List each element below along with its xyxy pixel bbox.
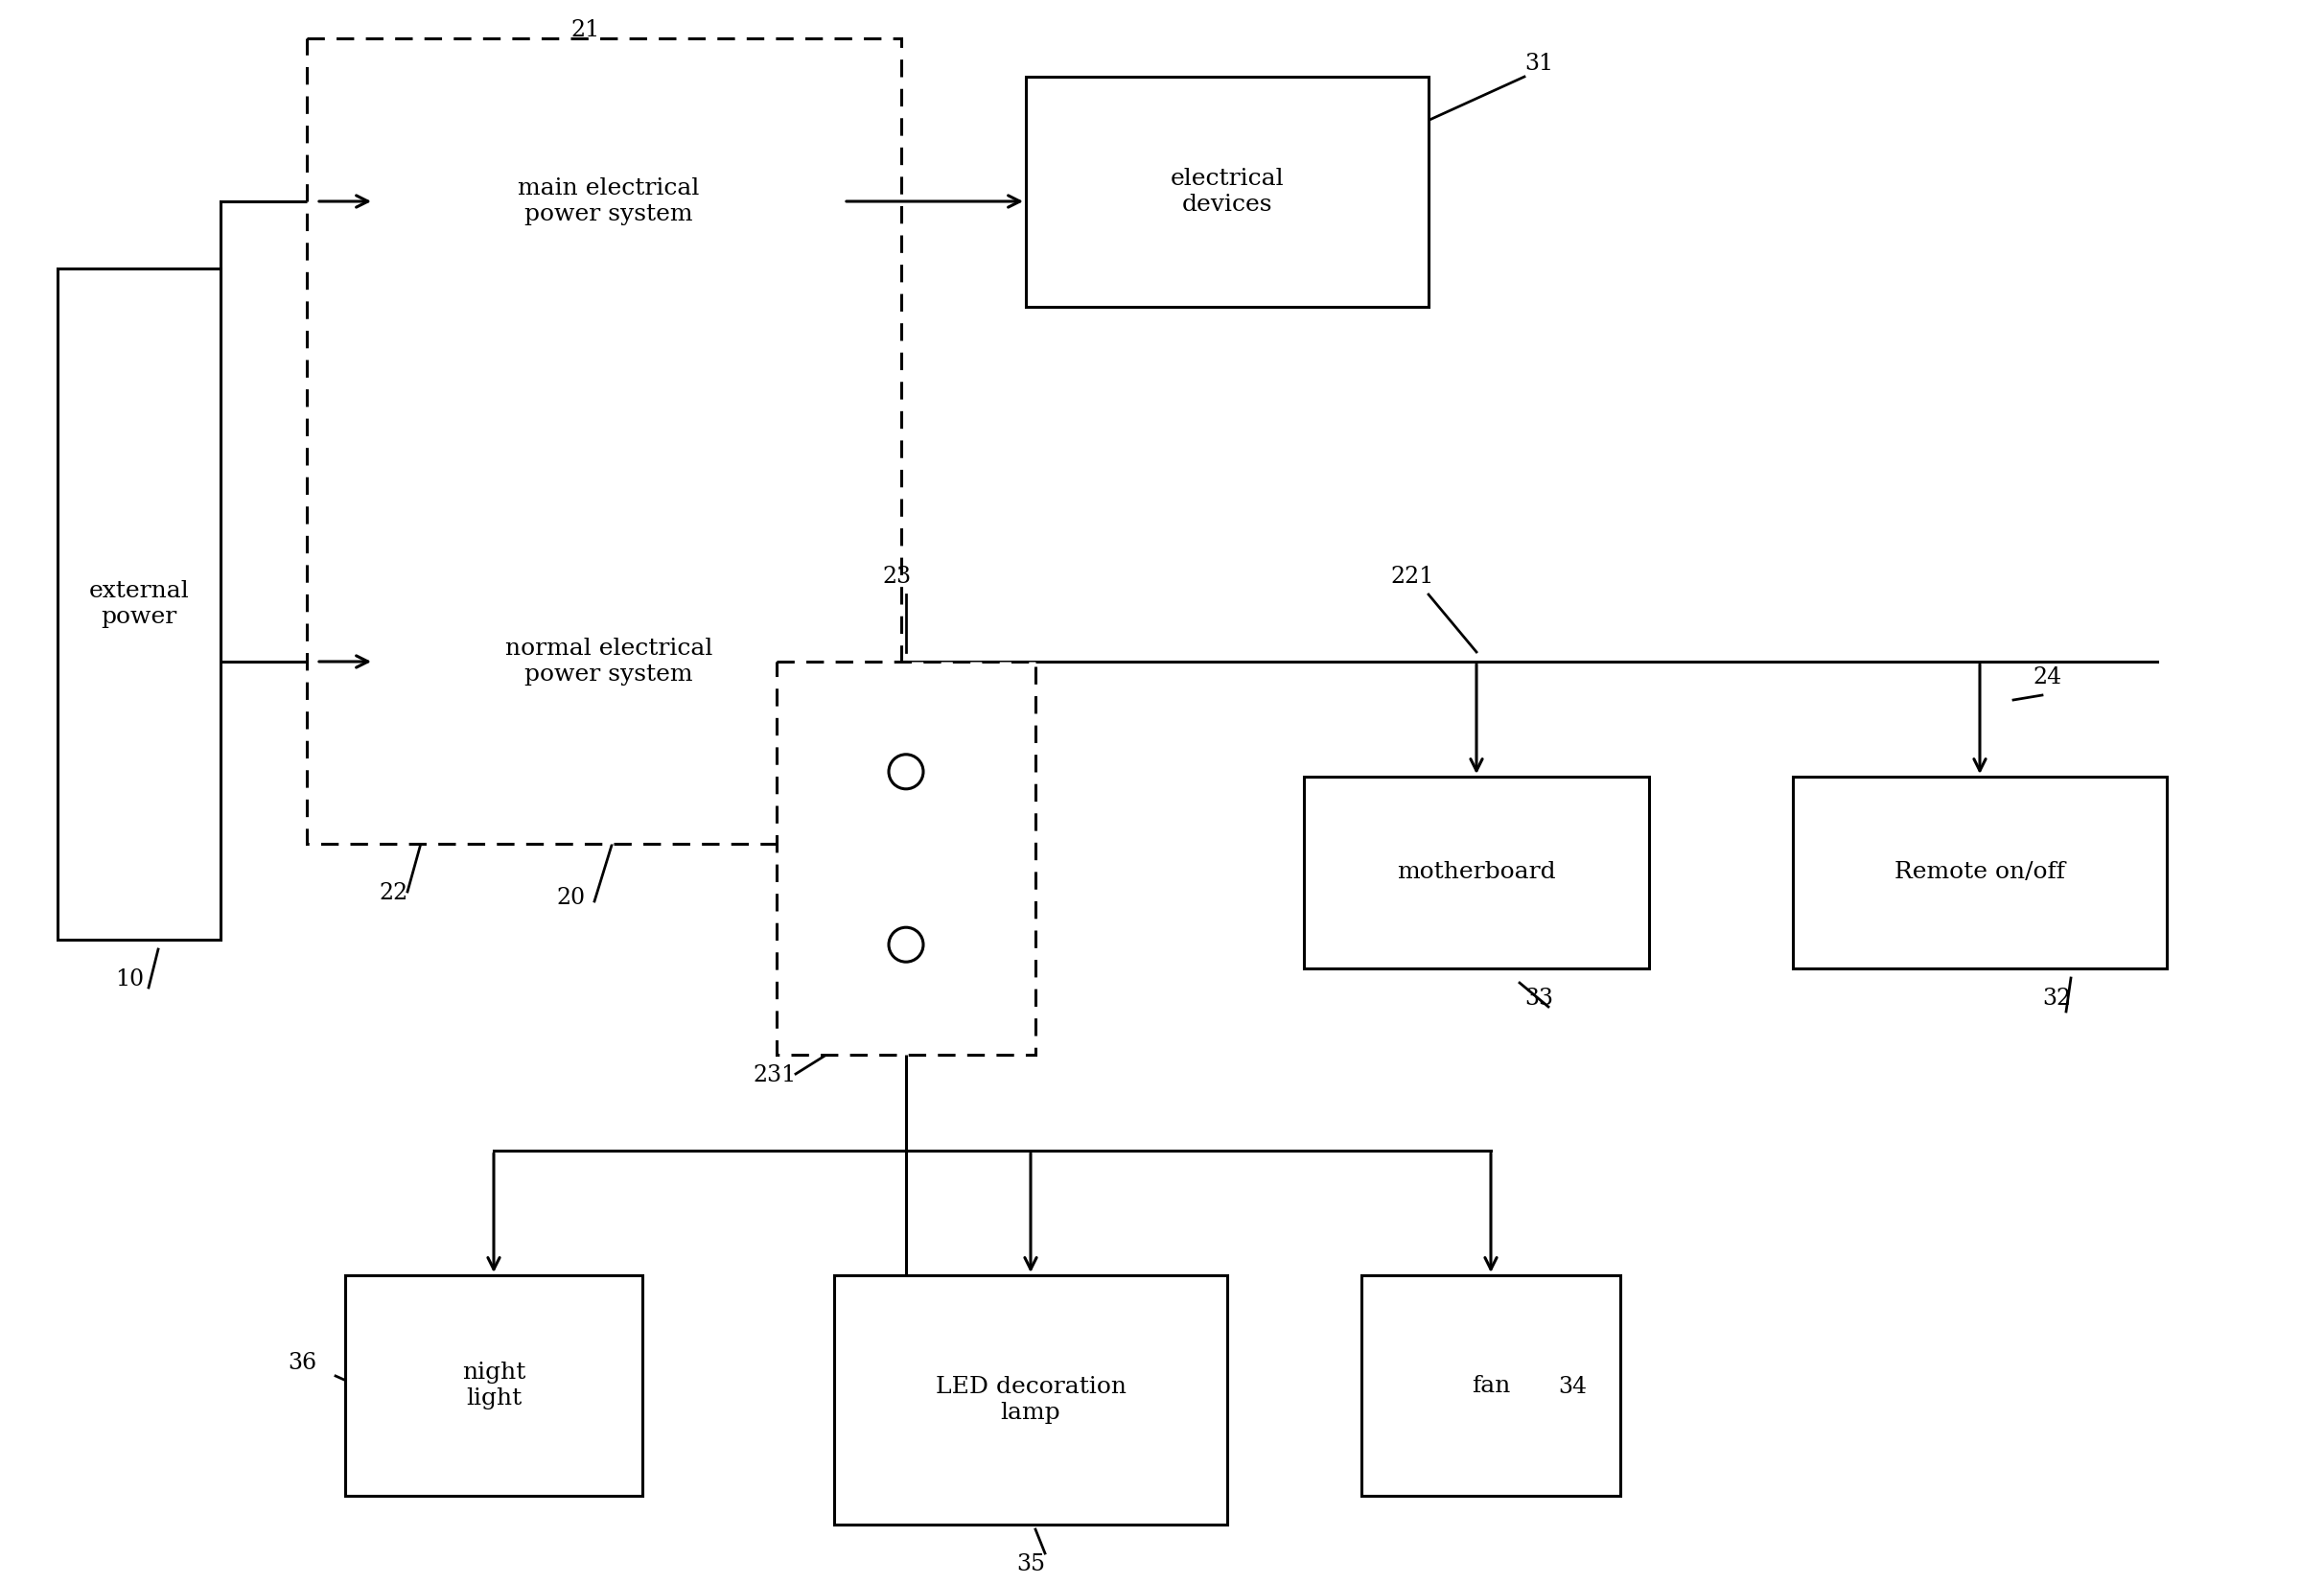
Text: 22: 22 [379, 882, 407, 904]
Circle shape [888, 927, 923, 961]
Bar [374, 76, 844, 326]
Text: external
power: external power [88, 580, 188, 627]
Text: 35: 35 [1016, 1554, 1046, 1576]
Text: 36: 36 [288, 1353, 316, 1373]
Bar [1362, 1275, 1620, 1495]
Bar [834, 1275, 1227, 1524]
Text: LED decoration
lamp: LED decoration lamp [934, 1376, 1127, 1424]
Text: fan: fan [1471, 1375, 1511, 1397]
Bar [374, 537, 844, 786]
Text: 221: 221 [1390, 565, 1434, 588]
Text: 21: 21 [569, 19, 600, 41]
Text: 23: 23 [883, 565, 911, 588]
Circle shape [888, 754, 923, 789]
Bar [58, 268, 221, 939]
Text: night
light: night light [462, 1362, 525, 1410]
Text: electrical
devices: electrical devices [1171, 168, 1285, 215]
Bar [1792, 776, 2166, 968]
Text: 231: 231 [753, 1064, 797, 1087]
Bar [1025, 76, 1429, 307]
Text: Remote on/off: Remote on/off [1894, 862, 2066, 884]
Text: 20: 20 [555, 887, 586, 909]
Bar [776, 662, 1037, 1055]
Text: 33: 33 [1525, 987, 1552, 1009]
Text: 24: 24 [2034, 667, 2061, 689]
Bar [1304, 776, 1650, 968]
Text: motherboard: motherboard [1397, 862, 1555, 884]
Bar [307, 38, 902, 844]
Text: 34: 34 [1557, 1376, 1587, 1399]
Bar [346, 1275, 641, 1495]
Text: main electrical
power system: main electrical power system [518, 177, 700, 225]
Text: normal electrical
power system: normal electrical power system [504, 638, 713, 686]
Text: 10: 10 [116, 968, 144, 990]
Text: 31: 31 [1525, 52, 1552, 74]
Text: 32: 32 [2043, 987, 2071, 1009]
